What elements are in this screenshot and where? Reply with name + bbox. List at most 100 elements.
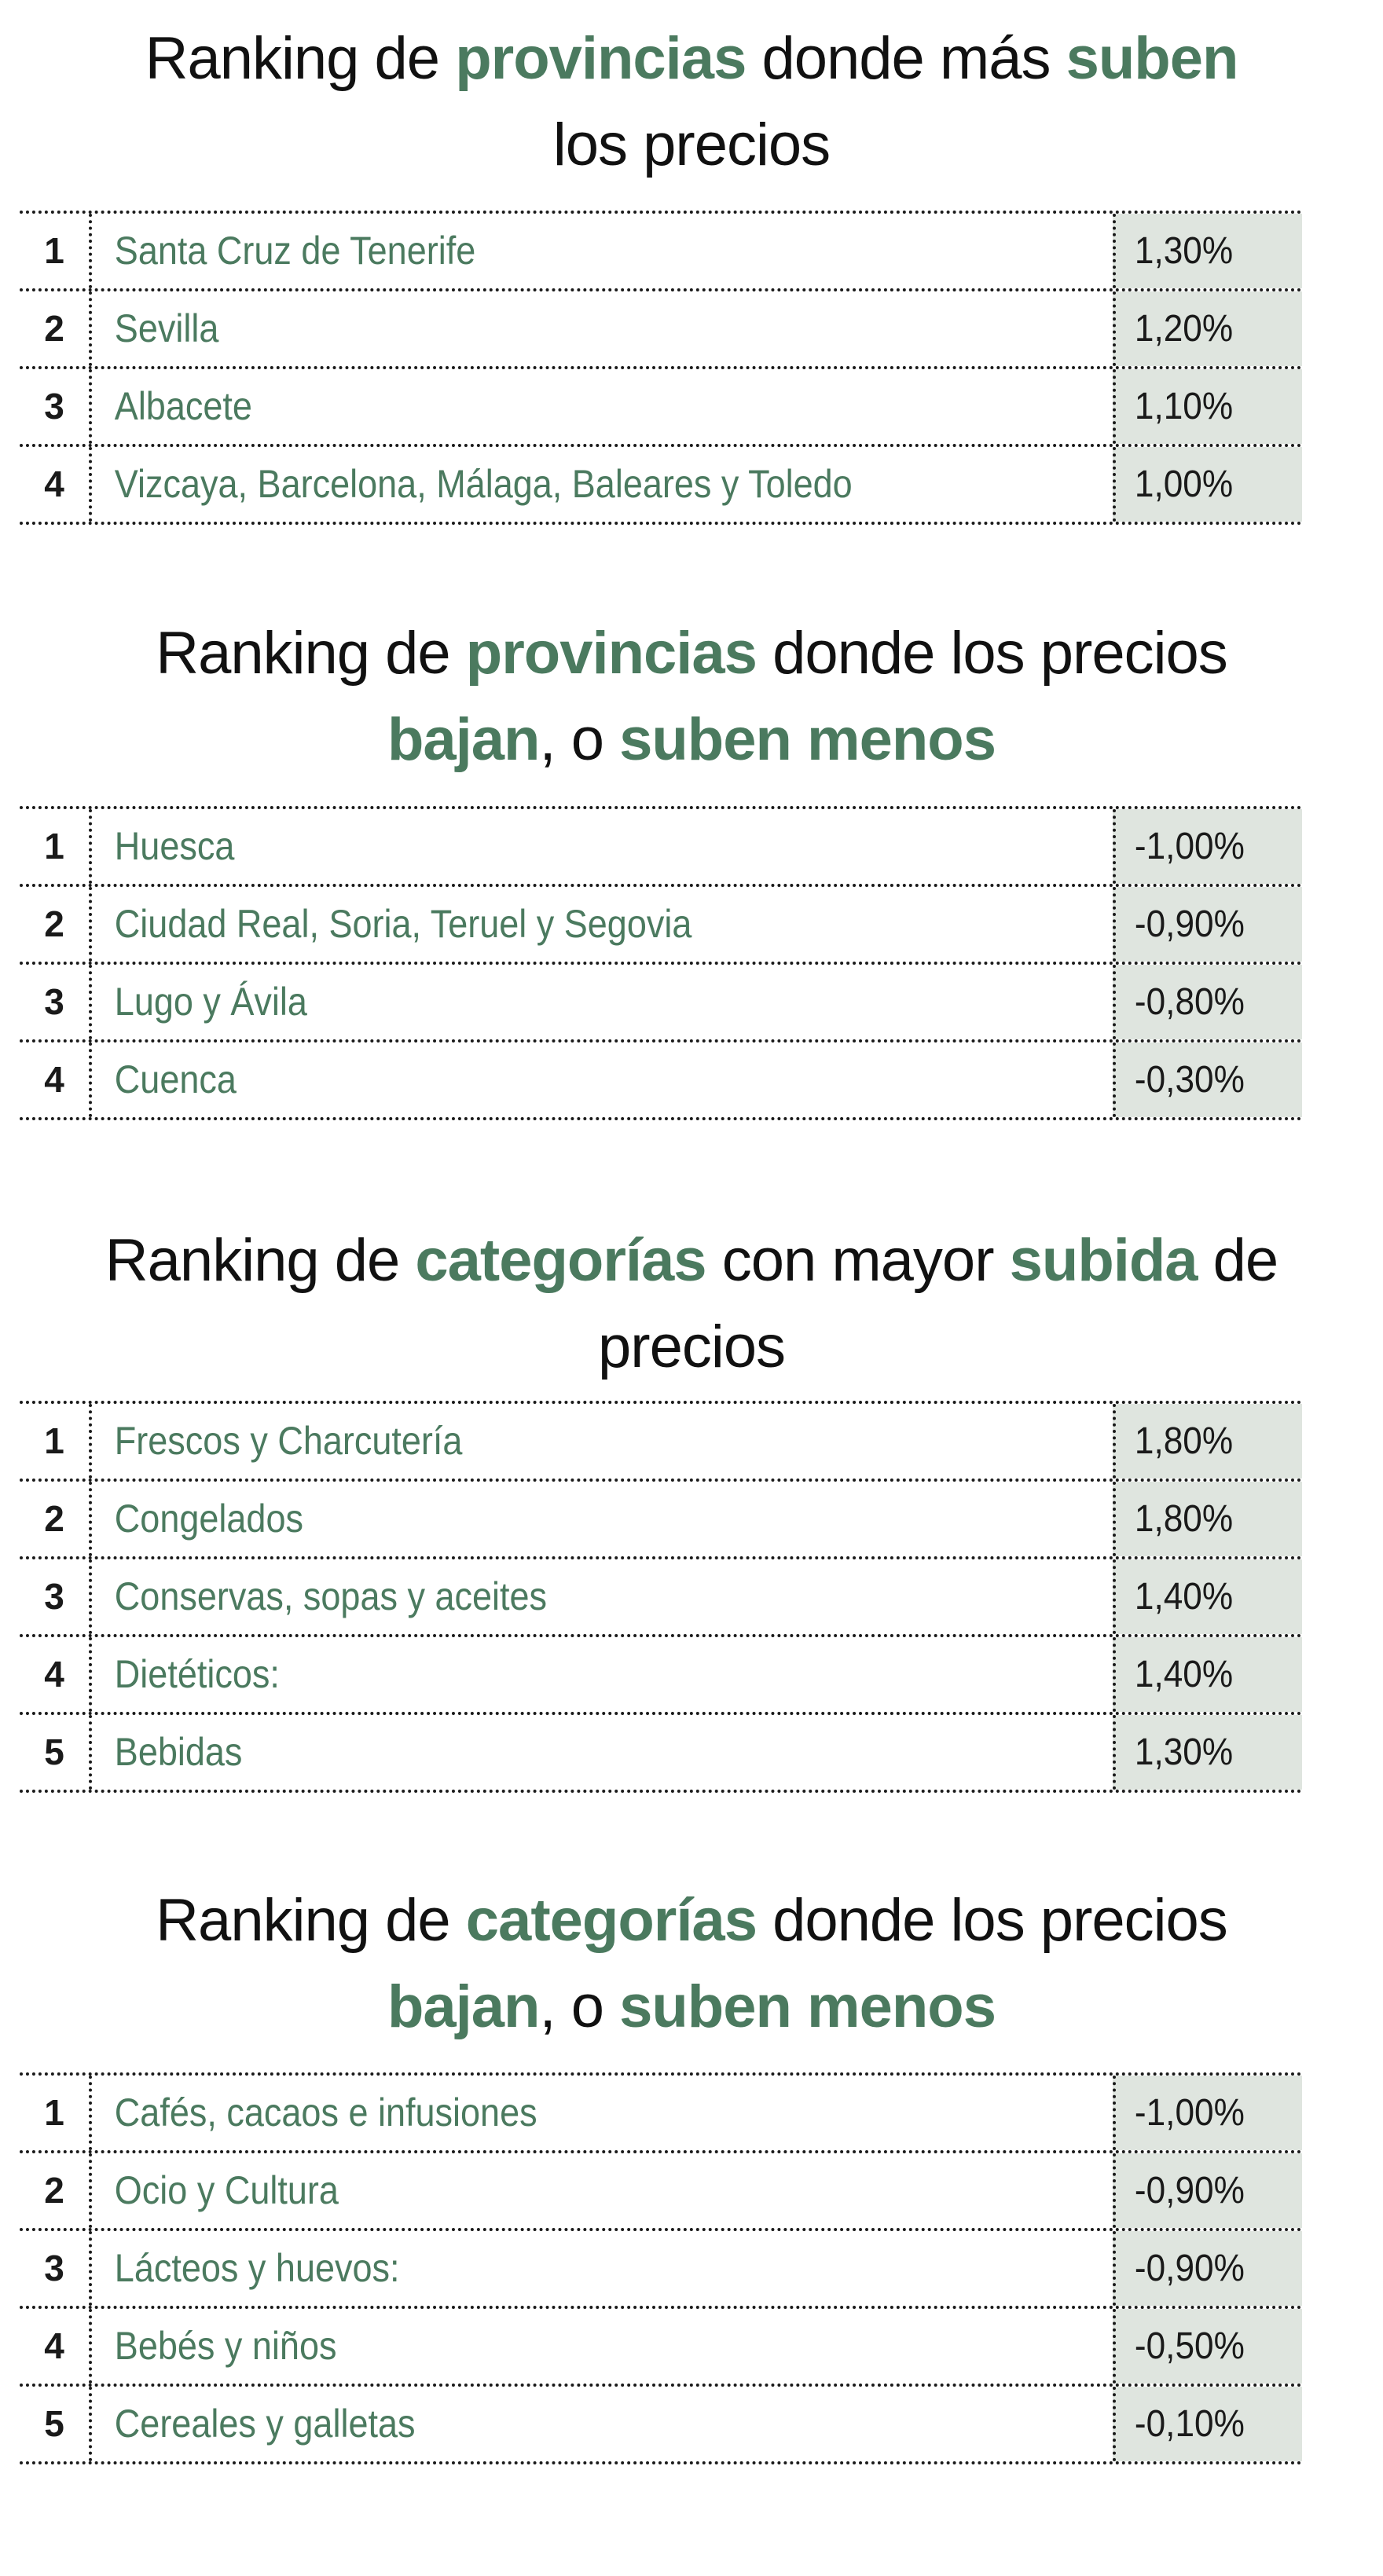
value-cell: 1,80% (1113, 1482, 1302, 1556)
title-text: , o (539, 706, 620, 773)
title-highlight: categorías (465, 1887, 758, 1954)
ranking-table-provinces-down: 1 Huesca -1,00% 2 Ciudad Real, Soria, Te… (20, 806, 1302, 1120)
table-row: 2 Ciudad Real, Soria, Teruel y Segovia -… (20, 887, 1302, 965)
rank-cell: 5 (20, 1715, 92, 1790)
name-text: Bebés y niños (114, 2324, 337, 2368)
name-text: Frescos y Charcutería (114, 1419, 463, 1463)
name-cell: Ciudad Real, Soria, Teruel y Segovia (92, 887, 1113, 962)
title-highlight: provincias (455, 25, 747, 92)
rank-cell: 4 (20, 1042, 92, 1117)
section-1-title: Ranking de provincias donde más suben lo… (0, 16, 1383, 189)
title-text: donde los precios (756, 620, 1228, 687)
value-text: -0,30% (1134, 1059, 1245, 1101)
table-row: 3 Lugo y Ávila -0,80% (20, 965, 1302, 1042)
value-cell: 1,40% (1113, 1559, 1302, 1634)
title-text: de (1197, 1227, 1279, 1294)
rank-cell: 3 (20, 965, 92, 1039)
table-row: 1 Santa Cruz de Tenerife 1,30% (20, 214, 1302, 291)
rank-cell: 4 (20, 2309, 92, 2384)
section-2-title: Ranking de provincias donde los precios … (0, 610, 1383, 783)
rank-cell: 3 (20, 1559, 92, 1634)
rank-cell: 3 (20, 369, 92, 444)
table-row: 3 Albacete 1,10% (20, 369, 1302, 447)
name-text: Dietéticos: (114, 1652, 280, 1696)
value-cell: -0,80% (1113, 965, 1302, 1039)
name-cell: Lugo y Ávila (92, 965, 1113, 1039)
value-text: -0,80% (1134, 981, 1245, 1023)
section-3-title: Ranking de categorías con mayor subida d… (0, 1218, 1383, 1391)
rank-cell: 2 (20, 887, 92, 962)
title-text: con mayor (706, 1227, 1010, 1294)
title-text: Ranking de (156, 620, 466, 687)
name-cell: Sevilla (92, 291, 1113, 366)
title-line-1: Ranking de categorías donde los precios (0, 1878, 1383, 1964)
ranking-table-provinces-up: 1 Santa Cruz de Tenerife 1,30% 2 Sevilla… (20, 211, 1302, 525)
name-text: Lácteos y huevos: (114, 2246, 400, 2290)
title-highlight: suben (1066, 25, 1239, 92)
title-text: Ranking de (156, 1887, 466, 1954)
value-cell: -1,00% (1113, 809, 1302, 884)
name-cell: Dietéticos: (92, 1637, 1113, 1712)
name-cell: Bebés y niños (92, 2309, 1113, 2384)
rank-cell: 4 (20, 1637, 92, 1712)
title-line-2: bajan, o suben menos (0, 697, 1383, 783)
title-text: , o (539, 1973, 620, 2040)
value-cell: -0,90% (1113, 2231, 1302, 2306)
name-cell: Lácteos y huevos: (92, 2231, 1113, 2306)
rank-cell: 1 (20, 2076, 92, 2150)
title-highlight: suben menos (619, 1973, 996, 2040)
value-cell: 1,20% (1113, 291, 1302, 366)
rank-cell: 5 (20, 2387, 92, 2461)
value-cell: -0,30% (1113, 1042, 1302, 1117)
value-text: -0,10% (1134, 2403, 1245, 2445)
ranking-table-categories-down: 1 Cafés, cacaos e infusiones -1,00% 2 Oc… (20, 2072, 1302, 2464)
title-text: donde los precios (756, 1887, 1228, 1954)
name-cell: Conservas, sopas y aceites (92, 1559, 1113, 1634)
rank-cell: 1 (20, 214, 92, 288)
value-cell: 1,10% (1113, 369, 1302, 444)
title-highlight: bajan (387, 706, 540, 773)
name-cell: Huesca (92, 809, 1113, 884)
table-row: 2 Ocio y Cultura -0,90% (20, 2153, 1302, 2231)
rank-cell: 1 (20, 1404, 92, 1479)
table-row: 5 Bebidas 1,30% (20, 1715, 1302, 1793)
value-cell: -0,50% (1113, 2309, 1302, 2384)
title-text: los precios (552, 112, 831, 178)
table-row: 3 Conservas, sopas y aceites 1,40% (20, 1559, 1302, 1637)
name-cell: Albacete (92, 369, 1113, 444)
rank-cell: 3 (20, 2231, 92, 2306)
table-row: 3 Lácteos y huevos: -0,90% (20, 2231, 1302, 2309)
title-text: Ranking de (105, 1227, 416, 1294)
value-text: 1,80% (1134, 1420, 1234, 1462)
name-cell: Bebidas (92, 1715, 1113, 1790)
name-cell: Congelados (92, 1482, 1113, 1556)
value-text: -1,00% (1134, 2092, 1245, 2134)
title-text: donde más (746, 25, 1066, 92)
value-cell: -0,90% (1113, 887, 1302, 962)
value-cell: 1,30% (1113, 1715, 1302, 1790)
table-row: 4 Dietéticos: 1,40% (20, 1637, 1302, 1715)
rank-cell: 2 (20, 291, 92, 366)
title-highlight: subida (1009, 1227, 1198, 1294)
value-text: 1,80% (1134, 1498, 1234, 1540)
section-4-title: Ranking de categorías donde los precios … (0, 1878, 1383, 2050)
title-line-1: Ranking de provincias donde los precios (0, 610, 1383, 697)
value-cell: 1,00% (1113, 447, 1302, 522)
name-cell: Santa Cruz de Tenerife (92, 214, 1113, 288)
name-cell: Frescos y Charcutería (92, 1404, 1113, 1479)
name-text: Lugo y Ávila (114, 980, 307, 1024)
name-text: Ocio y Cultura (114, 2168, 339, 2212)
name-text: Conservas, sopas y aceites (114, 1574, 548, 1618)
value-text: -0,90% (1134, 2248, 1245, 2289)
title-highlight: categorías (415, 1227, 706, 1294)
rank-cell: 4 (20, 447, 92, 522)
title-text: Ranking de (145, 25, 456, 92)
table-row: 1 Huesca -1,00% (20, 809, 1302, 887)
value-cell: -0,90% (1113, 2153, 1302, 2228)
name-text: Vizcaya, Barcelona, Málaga, Baleares y T… (114, 462, 853, 506)
value-cell: -1,00% (1113, 2076, 1302, 2150)
value-text: -0,50% (1134, 2325, 1245, 2367)
name-text: Albacete (114, 384, 252, 428)
value-cell: 1,40% (1113, 1637, 1302, 1712)
title-line-2: los precios (0, 102, 1383, 189)
